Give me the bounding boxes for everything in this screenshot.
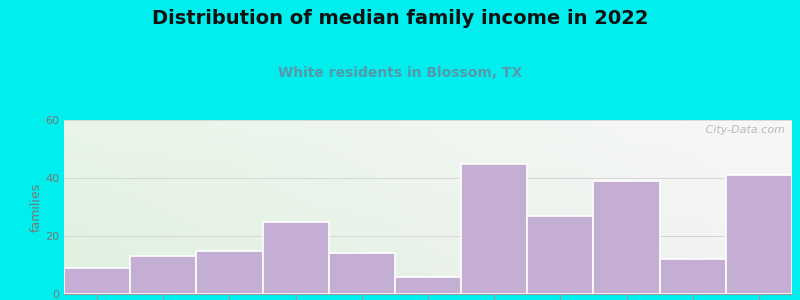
- Bar: [594, 181, 660, 294]
- Text: Distribution of median family income in 2022: Distribution of median family income in …: [152, 9, 648, 28]
- Bar: [726, 175, 792, 294]
- Bar: [660, 259, 726, 294]
- Text: White residents in Blossom, TX: White residents in Blossom, TX: [278, 66, 522, 80]
- Y-axis label: families: families: [30, 182, 42, 232]
- Text: City-Data.com: City-Data.com: [694, 125, 785, 135]
- Bar: [196, 250, 262, 294]
- Bar: [130, 256, 196, 294]
- Bar: [395, 277, 461, 294]
- Bar: [262, 221, 329, 294]
- Bar: [461, 164, 527, 294]
- Bar: [64, 268, 130, 294]
- Bar: [329, 254, 395, 294]
- Bar: [527, 216, 594, 294]
